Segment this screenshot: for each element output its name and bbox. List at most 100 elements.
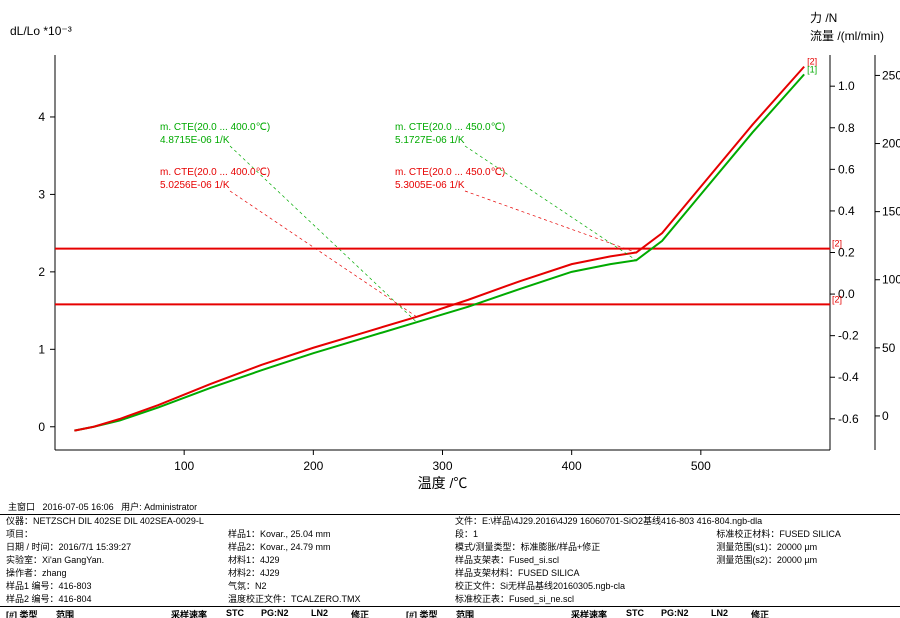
meta-value: TCALZERO.TMX xyxy=(291,594,361,604)
meta-label: 仪器： xyxy=(6,516,33,526)
meta-cell: 文件：E:\样品\4J29.2016\4J29 16060701-SiO2基线4… xyxy=(455,515,894,528)
sample-header-row: [#] 类型范围采样速率STCPG:N2LN2修正[#] 类型范围采样速率STC… xyxy=(0,606,900,618)
y-right1-tick-label: 0.6 xyxy=(838,162,855,176)
meta-label: 样品2： xyxy=(228,542,260,552)
sample-header-cell: [#] 类型 xyxy=(6,608,56,618)
y-right2-tick-label: 0 xyxy=(882,409,889,423)
y-right1-tick-label: 1.0 xyxy=(838,79,855,93)
y-right2-tick-label: 150 xyxy=(882,205,900,219)
meta-value: 4J29 xyxy=(260,568,280,578)
meta-label: 样品支架表： xyxy=(455,555,509,565)
meta-value: 416-803 xyxy=(59,581,92,591)
meta-cell: 气氛：N2 xyxy=(228,580,455,593)
status-window: 主窗口 xyxy=(8,502,35,512)
sample-header-cell: LN2 xyxy=(311,608,351,618)
meta-value: 1 xyxy=(473,529,478,539)
status-datetime: 2016-07-05 16:06 xyxy=(43,502,114,512)
meta-row: 日期 / 时间：2016/7/1 15:39:27样品2：Kovar., 24.… xyxy=(0,541,900,554)
meta-cell: 样品支架表：Fused_si.scl xyxy=(455,554,716,567)
y-right1-label: 力 /N xyxy=(810,11,837,25)
meta-cell: 材料2：4J29 xyxy=(228,567,455,580)
x-tick-label: 500 xyxy=(691,459,711,473)
y-left-label: dL/Lo *10⁻³ xyxy=(10,24,72,38)
series-end-marker: [1] xyxy=(807,64,817,74)
metadata-panel: 仪器：NETZSCH DIL 402SE DIL 402SEA-0029-L文件… xyxy=(0,514,900,618)
meta-value: 4J29 xyxy=(260,555,280,565)
x-tick-label: 200 xyxy=(303,459,323,473)
meta-cell: 项目： xyxy=(6,528,228,541)
meta-cell: 段：1 xyxy=(455,528,716,541)
y-right1-tick-label: -0.2 xyxy=(838,329,859,343)
annotation-line2: 5.0256E-06 1/K xyxy=(160,180,230,191)
meta-label: 标准校正材料： xyxy=(716,529,779,539)
meta-label: 项目： xyxy=(6,529,33,539)
meta-value: 20000 µm xyxy=(777,555,817,565)
meta-label: 温度校正文件： xyxy=(228,594,291,604)
meta-value: Fused_si_ne.scl xyxy=(509,594,574,604)
y-right1-tick-label: 0.4 xyxy=(838,204,855,218)
meta-cell: 模式/测量类型：标准膨胀/样品+修正 xyxy=(455,541,716,554)
meta-row: 操作者：zhang材料2：4J29样品支架材料：FUSED SILICA xyxy=(0,567,900,580)
meta-cell: 仪器：NETZSCH DIL 402SE DIL 402SEA-0029-L xyxy=(6,515,455,528)
sample-header-cell: 采样速率 xyxy=(171,608,226,618)
meta-label: 测量范围(s1)： xyxy=(716,542,777,552)
sample-header-cell: 范围 xyxy=(456,608,571,618)
meta-cell: 样品1：Kovar., 25.04 mm xyxy=(228,528,455,541)
y-right2-tick-label: 50 xyxy=(882,341,896,355)
meta-label: 标准校正表： xyxy=(455,594,509,604)
meta-value: Fused_si.scl xyxy=(509,555,559,565)
meta-cell: 校正文件：Si无样品基线20160305.ngb-cla xyxy=(455,580,894,593)
sample-header-cell: LN2 xyxy=(711,608,751,618)
x-label: 温度 /℃ xyxy=(418,475,468,491)
meta-cell: 样品支架材料：FUSED SILICA xyxy=(455,567,894,580)
annotation-leader xyxy=(230,191,417,317)
meta-label: 模式/测量类型： xyxy=(455,542,521,552)
y-right1-tick-label: -0.4 xyxy=(838,370,859,384)
sample-header-cell: PG:N2 xyxy=(661,608,711,618)
x-tick-label: 300 xyxy=(432,459,452,473)
meta-value: 2016/7/1 15:39:27 xyxy=(59,542,132,552)
y-right1-tick-label: 0.8 xyxy=(838,121,855,135)
meta-value: 20000 µm xyxy=(777,542,817,552)
meta-cell: 操作者：zhang xyxy=(6,567,228,580)
meta-value: E:\样品\4J29.2016\4J29 16060701-SiO2基线416-… xyxy=(482,516,762,526)
meta-value: Xi'an GangYan. xyxy=(42,555,104,565)
chart-svg: dL/Lo *10⁻³力 /N流量 /(ml/min)温度 /℃01234-0.… xyxy=(0,0,900,500)
meta-row: 样品2 编号：416-804温度校正文件：TCALZERO.TMX标准校正表：F… xyxy=(0,593,900,606)
meta-value: 416-804 xyxy=(59,594,92,604)
sample-header-cell: 修正 xyxy=(751,608,806,618)
meta-label: 样品支架材料： xyxy=(455,568,518,578)
y-right2-tick-label: 200 xyxy=(882,137,900,151)
status-user: Administrator xyxy=(144,502,197,512)
meta-value: NETZSCH DIL 402SE DIL 402SEA-0029-L xyxy=(33,516,204,526)
meta-row: 样品1 编号：416-803 气氛：N2校正文件：Si无样品基线20160305.… xyxy=(0,580,900,593)
meta-value: 标准膨胀/样品+修正 xyxy=(520,542,600,552)
annotation-line1: m. CTE(20.0 ... 400.0℃) xyxy=(160,122,270,133)
annotation-line2: 5.3005E-06 1/K xyxy=(395,180,465,191)
status-user-label: 用户: xyxy=(121,502,142,512)
meta-cell: 样品2：Kovar., 24.79 mm xyxy=(228,541,455,554)
sample-header-cell: [#] 类型 xyxy=(406,608,456,618)
meta-label: 实验室： xyxy=(6,555,42,565)
meta-label: 样品1 编号： xyxy=(6,581,59,591)
y-left-tick-label: 3 xyxy=(38,187,45,201)
hline-label: [2] xyxy=(832,294,842,304)
chart-container: dL/Lo *10⁻³力 /N流量 /(ml/min)温度 /℃01234-0.… xyxy=(0,0,900,525)
meta-label: 校正文件： xyxy=(455,581,500,591)
meta-value: Si无样品基线20160305.ngb-cla xyxy=(500,581,625,591)
annotation-line1: m. CTE(20.0 ... 450.0℃) xyxy=(395,122,505,133)
sample-header-cell: PG:N2 xyxy=(261,608,311,618)
x-tick-label: 100 xyxy=(174,459,194,473)
meta-row: 项目：样品1：Kovar., 25.04 mm段：1标准校正材料：FUSED S… xyxy=(0,528,900,541)
meta-value: Kovar., 25.04 mm xyxy=(260,529,331,539)
meta-cell: 测量范围(s1)：20000 µm xyxy=(716,541,894,554)
annotation-line2: 4.8715E-06 1/K xyxy=(160,135,230,146)
annotation-line1: m. CTE(20.0 ... 400.0℃) xyxy=(160,167,270,178)
y-left-tick-label: 1 xyxy=(38,342,45,356)
y-left-tick-label: 4 xyxy=(38,110,45,124)
meta-label: 测量范围(s2)： xyxy=(716,555,777,565)
y-left-tick-label: 0 xyxy=(38,420,45,434)
meta-value: Kovar., 24.79 mm xyxy=(260,542,331,552)
y-right1-tick-label: -0.6 xyxy=(838,412,859,426)
sample-header-cell: STC xyxy=(226,608,261,618)
